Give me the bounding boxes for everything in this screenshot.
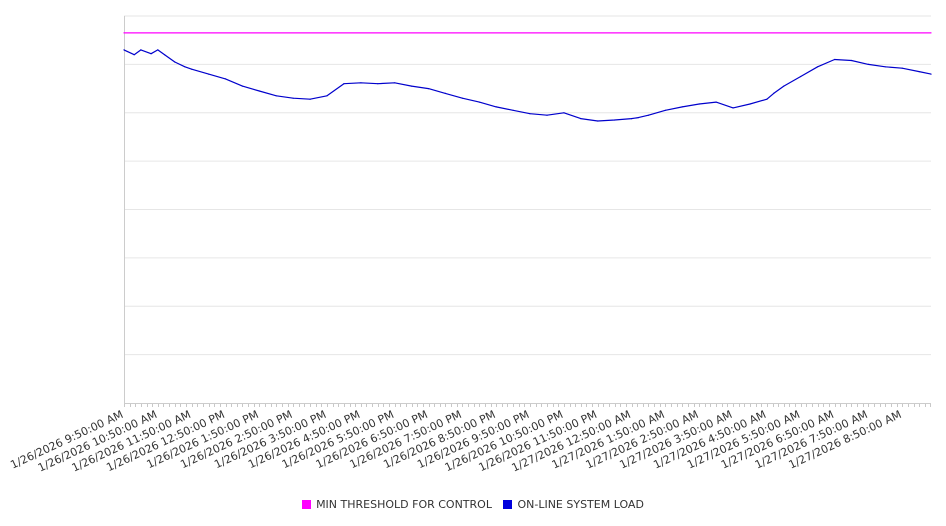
- data-point: [817, 66, 819, 68]
- legend-swatch-min-threshold: [302, 500, 312, 509]
- data-point: [630, 118, 633, 120]
- data-point: [834, 58, 836, 61]
- data-point: [930, 73, 932, 75]
- data-point: [191, 68, 193, 70]
- data-point: [184, 66, 186, 68]
- data-point: [174, 61, 176, 63]
- data-point: [495, 106, 497, 108]
- data-point: [850, 59, 853, 62]
- data-point: [461, 97, 463, 99]
- series-lines: [123, 32, 932, 122]
- legend-item-system-load: ON-LINE SYSTEM LOAD: [503, 498, 644, 511]
- data-point: [901, 67, 903, 69]
- axes: [124, 16, 931, 404]
- data-point: [427, 88, 430, 90]
- data-point: [444, 92, 446, 94]
- data-point: [343, 83, 345, 85]
- legend-label-system-load: ON-LINE SYSTEM LOAD: [517, 498, 644, 511]
- data-point: [529, 113, 531, 115]
- data-point: [411, 85, 413, 87]
- data-point: [164, 54, 166, 56]
- data-point: [930, 32, 932, 34]
- data-point: [681, 106, 683, 108]
- data-point: [478, 101, 480, 103]
- data-point: [157, 49, 159, 51]
- data-point: [647, 114, 650, 116]
- legend-item-min-threshold: MIN THRESHOLD FOR CONTROL: [302, 498, 492, 511]
- data-point: [224, 78, 227, 80]
- data-point: [546, 114, 548, 116]
- data-point: [326, 95, 328, 97]
- data-point: [783, 85, 785, 87]
- data-point: [766, 98, 768, 100]
- data-point: [867, 63, 870, 65]
- data-point: [749, 103, 751, 105]
- data-point: [664, 109, 667, 111]
- data-point: [732, 107, 734, 109]
- data-point: [918, 71, 920, 73]
- data-point: [275, 95, 277, 97]
- data-point: [377, 83, 379, 85]
- data-point: [773, 92, 775, 94]
- data-point: [123, 32, 125, 34]
- data-point: [133, 54, 135, 56]
- series-line-1: [123, 49, 932, 122]
- data-point: [208, 73, 210, 75]
- data-point: [512, 109, 514, 111]
- legend-label-min-threshold: MIN THRESHOLD FOR CONTROL: [316, 498, 492, 511]
- data-point: [241, 85, 243, 87]
- legend-swatch-system-load: [503, 500, 513, 509]
- data-point: [715, 101, 717, 103]
- data-point: [614, 119, 616, 121]
- data-point: [123, 49, 125, 51]
- data-point: [698, 103, 700, 105]
- data-point: [563, 112, 565, 114]
- data-point: [800, 75, 802, 78]
- x-axis-tick-labels: 1/26/2026 9:50:00 AM1/26/2026 10:50:00 A…: [8, 408, 903, 475]
- data-point: [597, 120, 599, 122]
- data-point: [140, 49, 142, 51]
- data-point: [258, 90, 260, 92]
- data-point: [884, 66, 886, 68]
- data-point: [580, 118, 582, 120]
- data-point: [394, 82, 396, 84]
- data-point: [637, 117, 639, 119]
- data-point: [292, 97, 294, 99]
- data-point: [309, 98, 311, 100]
- grid: [124, 15, 931, 356]
- data-point: [150, 53, 152, 55]
- data-point: [360, 82, 362, 84]
- legend: MIN THRESHOLD FOR CONTROL ON-LINE SYSTEM…: [0, 498, 946, 511]
